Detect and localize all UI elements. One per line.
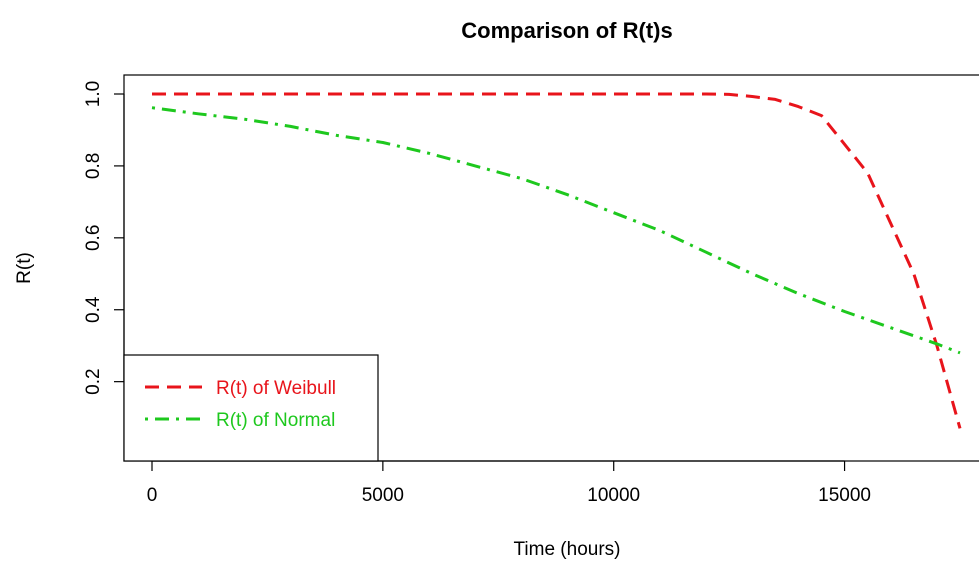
y-tick-label: 0.6 [83, 225, 104, 251]
x-tick-label: 15000 [818, 485, 871, 506]
x-axis: 0 5000 10000 15000 [147, 460, 871, 506]
y-tick-label: 0.2 [83, 368, 104, 394]
legend-label-weibull: R(t) of Weibull [216, 378, 336, 399]
legend-label-normal: R(t) of Normal [216, 410, 335, 431]
x-tick-label: 0 [147, 485, 158, 506]
x-axis-label: Time (hours) [514, 539, 621, 560]
y-tick-label: 0.4 [83, 296, 104, 323]
x-tick-label: 10000 [587, 485, 640, 506]
legend-box [123, 354, 379, 462]
y-tick-label: 1.0 [83, 81, 104, 107]
x-tick-label: 5000 [362, 485, 404, 506]
chart-title: Comparison of R(t)s [461, 18, 672, 43]
y-axis-label: R(t) [14, 252, 35, 284]
legend: R(t) of Weibull R(t) of Normal [123, 354, 379, 462]
y-tick-label: 0.8 [83, 153, 104, 179]
y-axis: 0.2 0.4 0.6 0.8 1.0 [83, 81, 125, 395]
series-line-normal [151, 106, 961, 355]
series-layer [151, 92, 962, 429]
